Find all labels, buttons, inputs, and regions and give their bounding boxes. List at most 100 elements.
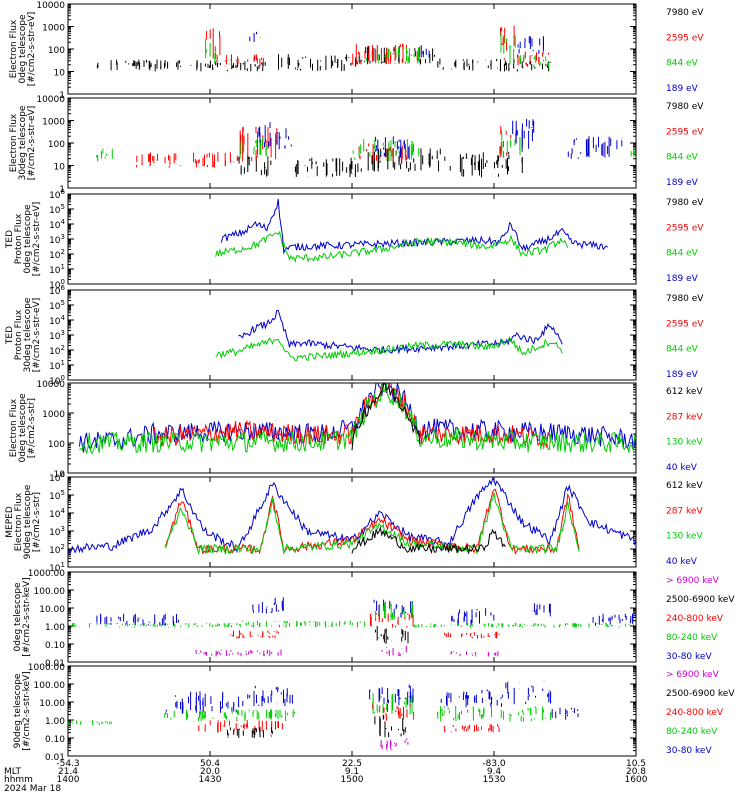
series-line [164, 492, 580, 556]
series-sticks [96, 597, 636, 626]
panel-8: 1000.00 100.00 10.00 1.00 0.10 0.01 90deg tele… [13, 663, 735, 763]
legend-entry: 287 keV [666, 412, 703, 422]
panel-frame [67, 97, 637, 189]
series-sticks [380, 738, 409, 751]
y-axis-label: 30deg telescope [23, 297, 33, 372]
y-tick-label: 102 [49, 543, 65, 556]
y-tick-label: 103 [49, 329, 65, 342]
y-axis-label: [#/cm2-s-str-eV] [27, 106, 37, 181]
legend-entry: 2595 eV [666, 127, 704, 137]
series-group [68, 477, 636, 556]
y-tick-label: 105 [49, 203, 65, 216]
y-tick-label: 101 [49, 263, 65, 276]
y-tick-label: 106 [49, 188, 65, 201]
y-axis-label: 90deg telescope [13, 673, 23, 748]
y-axis-label: [#/cm2-s-str-eV] [27, 12, 37, 87]
series-line [164, 488, 580, 555]
y-tick-label: 103 [49, 233, 65, 246]
legend-entry: 189 eV [666, 84, 699, 94]
y-tick-label: 100.00 [34, 587, 66, 597]
legend-entry: 2595 eV [666, 33, 704, 43]
panel-2: 10000 1000 100 10 1 Electron Flux 30deg telesc… [9, 95, 704, 195]
y-tick-label: 10000 [36, 380, 65, 390]
x-tick-label: 50.4 [200, 759, 220, 769]
y-tick-label: 0.10 [45, 735, 65, 745]
y-axis-label: 30deg telescope [18, 105, 28, 180]
legend-entry: 844 eV [666, 249, 699, 259]
y-tick-label: 1000.00 [28, 569, 65, 579]
panel-5: 10000 1000 100 10 Electron Flux 0deg telescop… [9, 380, 703, 480]
x-tick-label: 1400 [57, 775, 80, 785]
y-tick-label: 104 [49, 507, 65, 520]
y-axis-label: [#/cm2-s-str-keV] [22, 671, 32, 750]
y-tick-label: 103 [49, 525, 65, 538]
legend-entry: 2500-6900 keV [666, 595, 735, 605]
legend-entry: 80-240 keV [666, 633, 718, 643]
series-sticks [96, 129, 636, 162]
y-axis-label: 90deg telescope [23, 484, 33, 559]
y-axis-label: Electron Flux [14, 492, 24, 551]
x-tick-label: 1500 [341, 775, 364, 785]
y-tick-label: 100 [48, 46, 65, 56]
y-tick-label: 100 [49, 374, 65, 387]
y-tick-label: 1000.00 [28, 663, 65, 673]
series-sticks [136, 126, 521, 168]
panel-6: 106 105 104 103 102 101 MEPED Electron Flux 90de… [5, 471, 703, 574]
x-tick-label: 9.1 [345, 767, 359, 777]
y-tick-label: 0.01 [45, 659, 65, 669]
panel-1: 10000 1000 100 10 1 Electron Flux 0deg telesco… [9, 1, 704, 101]
series-sticks [68, 693, 551, 726]
legend-entry: > 6900 keV [666, 576, 720, 586]
y-tick-label: 100 [49, 278, 65, 291]
series-line [351, 383, 421, 451]
y-axis-label: 0deg telescope [13, 582, 23, 652]
series-sticks [206, 25, 550, 68]
x-tick-label: 9.4 [487, 767, 502, 777]
legend-entry: 2595 eV [666, 223, 704, 233]
panel-frame [67, 476, 637, 568]
y-axis-label: [#/cm2-s-str-eV] [32, 298, 42, 373]
y-tick-label: 101 [49, 561, 65, 574]
x-row-label: MLT [4, 767, 22, 777]
y-tick-label: 1 [59, 91, 65, 101]
legend-entry: 240-800 keV [666, 708, 724, 718]
panel-frame [67, 665, 637, 757]
y-tick-label: 106 [49, 284, 65, 297]
series-group [68, 680, 579, 751]
y-axis-label: [#/cm2-s-str-keV] [22, 577, 32, 656]
y-tick-label: 1000 [42, 410, 65, 420]
legend-entry: 189 eV [666, 178, 699, 188]
y-tick-label: 1 [59, 185, 65, 195]
y-tick-label: 0.10 [45, 641, 65, 651]
y-tick-label: 106 [49, 471, 65, 484]
legend-entry: 7980 eV [666, 198, 704, 208]
x-tick-label: 10.5 [626, 759, 646, 769]
y-tick-label: 1.00 [45, 717, 65, 727]
panel-frame [67, 571, 637, 663]
legend-entry: 287 keV [666, 506, 703, 516]
series-sticks [249, 31, 544, 58]
y-tick-label: 10000 [36, 1, 65, 11]
series-line [68, 477, 636, 554]
legend-entry: 130 keV [666, 438, 703, 448]
legend-entry: 30-80 keV [666, 746, 712, 756]
series-sticks [229, 612, 500, 639]
y-tick-label: 104 [49, 218, 65, 231]
y-axis-label: Electron Flux [9, 113, 19, 172]
x-tick-label: 1430 [199, 775, 222, 785]
legend-entry: 30-80 keV [666, 652, 712, 662]
legend-entry: 612 keV [666, 481, 703, 491]
panel-frame [67, 289, 637, 381]
legend-entry: 40 keV [666, 557, 698, 567]
series-sticks [195, 645, 499, 657]
legend-entry: 844 eV [666, 345, 699, 355]
y-tick-label: 1000 [42, 118, 65, 128]
legend-entry: 189 eV [666, 370, 699, 380]
y-tick-label: 10 [54, 163, 66, 173]
series-sticks [258, 118, 623, 159]
series-line [215, 336, 563, 362]
series-sticks [165, 680, 579, 720]
y-tick-label: 10 [54, 69, 66, 79]
x-tick-label: -54.3 [56, 759, 79, 769]
